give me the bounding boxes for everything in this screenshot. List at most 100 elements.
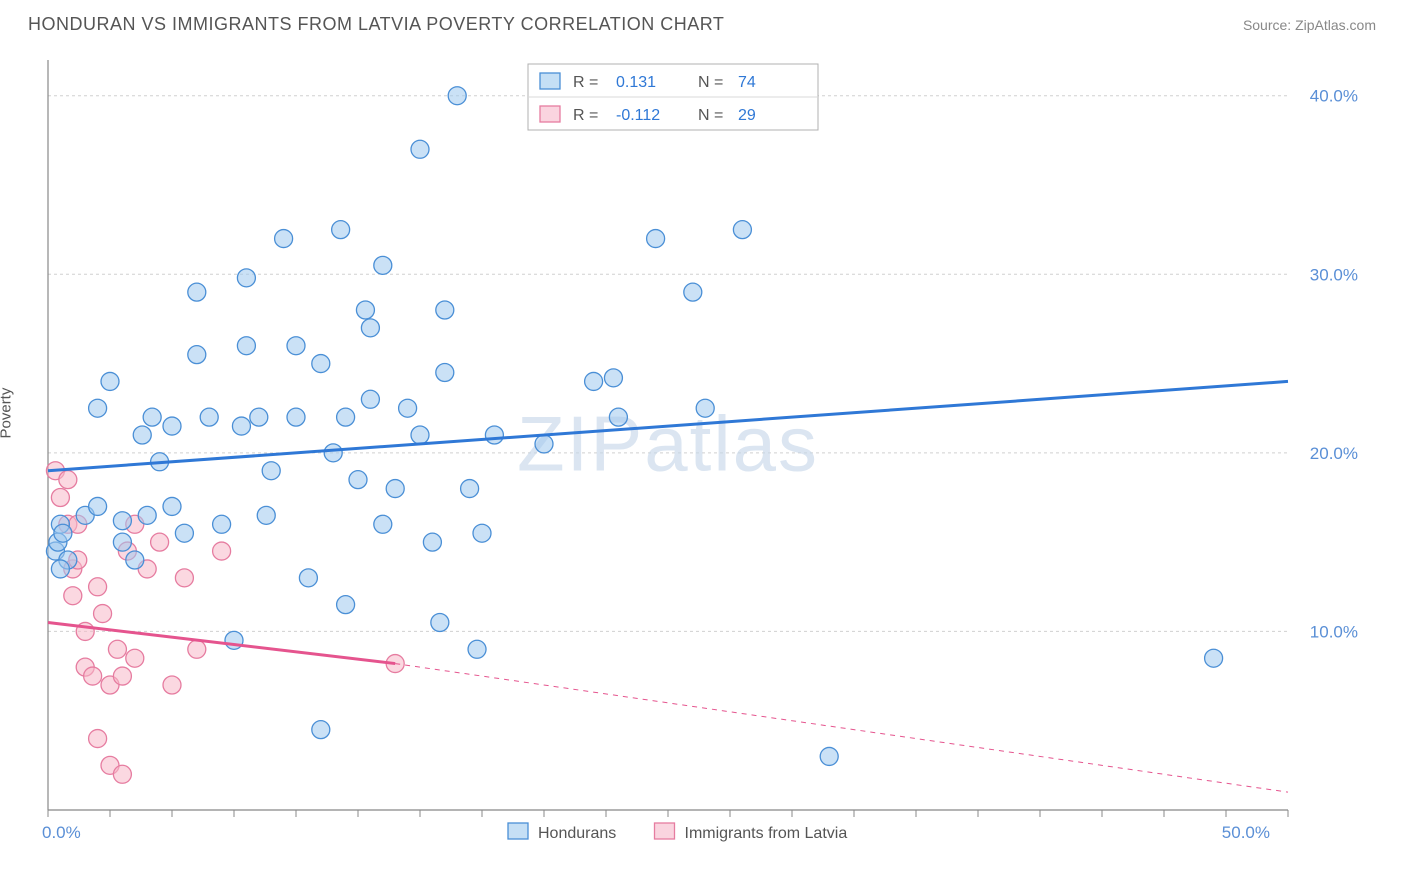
data-point [143,408,161,426]
data-point [94,605,112,623]
data-point [113,533,131,551]
data-point [175,569,193,587]
legend-swatch [508,823,528,839]
data-point [113,765,131,783]
data-point [54,524,72,542]
watermark: ZIPatlas [517,400,819,488]
data-point [431,614,449,632]
data-point [163,497,181,515]
data-point [324,444,342,462]
legend-r-value: -0.112 [616,107,660,124]
data-point [349,471,367,489]
data-point [696,399,714,417]
data-point [113,667,131,685]
legend-r-label: R = [573,107,598,124]
data-point [126,649,144,667]
data-point [163,676,181,694]
y-tick-label: 10.0% [1310,622,1358,641]
data-point [299,569,317,587]
data-point [820,747,838,765]
legend-n-label: N = [698,107,723,124]
data-point [461,480,479,498]
data-point [89,399,107,417]
data-point [59,471,77,489]
legend-series-label: Immigrants from Latvia [685,825,848,842]
legend-r-label: R = [573,74,598,91]
legend-n-value: 74 [738,74,756,91]
data-point [1205,649,1223,667]
data-point [213,515,231,533]
data-point [113,512,131,530]
data-point [411,140,429,158]
data-point [89,497,107,515]
data-point [64,587,82,605]
data-point [386,480,404,498]
data-point [51,489,69,507]
data-point [361,319,379,337]
legend-n-label: N = [698,74,723,91]
data-point [609,408,627,426]
data-point [163,417,181,435]
data-point [84,667,102,685]
data-point [126,551,144,569]
data-point [399,399,417,417]
legend-r-value: 0.131 [616,74,656,91]
trend-line-pink-extrapolated [395,664,1288,793]
data-point [337,596,355,614]
data-point [138,506,156,524]
legend-series-label: Hondurans [538,825,616,842]
data-point [423,533,441,551]
data-point [188,346,206,364]
data-point [585,372,603,390]
y-axis-label: Poverty [0,388,15,439]
data-point [448,87,466,105]
y-tick-label: 40.0% [1310,87,1358,106]
data-point [257,506,275,524]
data-point [473,524,491,542]
legend-swatch [655,823,675,839]
data-point [436,301,454,319]
data-point [213,542,231,560]
legend-n-value: 29 [738,107,756,124]
data-point [89,578,107,596]
data-point [101,372,119,390]
chart-area: Poverty 10.0%20.0%30.0%40.0%ZIPatlas0.0%… [28,50,1378,870]
data-point [200,408,218,426]
data-point [468,640,486,658]
trend-line-pink [48,623,395,664]
chart-title: HONDURAN VS IMMIGRANTS FROM LATVIA POVER… [28,14,724,35]
legend-swatch [540,106,560,122]
data-point [250,408,268,426]
data-point [361,390,379,408]
y-tick-label: 30.0% [1310,265,1358,284]
y-tick-label: 20.0% [1310,444,1358,463]
data-point [51,560,69,578]
data-point [237,337,255,355]
scatter-chart: 10.0% 20.0% 30.0% 40.0% ZIPatlas 0.0% 50.0% R =… [28,50,1378,870]
data-point [262,462,280,480]
data-point [733,221,751,239]
x-tick-label: 0.0% [42,823,81,842]
data-point [188,640,206,658]
source-label: Source: ZipAtlas.com [1243,17,1376,33]
data-point [151,533,169,551]
data-point [175,524,193,542]
data-point [535,435,553,453]
data-point [287,337,305,355]
data-point [436,364,454,382]
data-point [485,426,503,444]
data-point [312,721,330,739]
data-point [411,426,429,444]
data-point [237,269,255,287]
legend-swatch [540,73,560,89]
data-point [133,426,151,444]
data-point [647,230,665,248]
data-point [312,355,330,373]
data-point [188,283,206,301]
x-tick-label: 50.0% [1222,823,1270,842]
data-point [356,301,374,319]
data-point [374,515,392,533]
data-point [108,640,126,658]
data-point [232,417,250,435]
data-point [374,256,392,274]
